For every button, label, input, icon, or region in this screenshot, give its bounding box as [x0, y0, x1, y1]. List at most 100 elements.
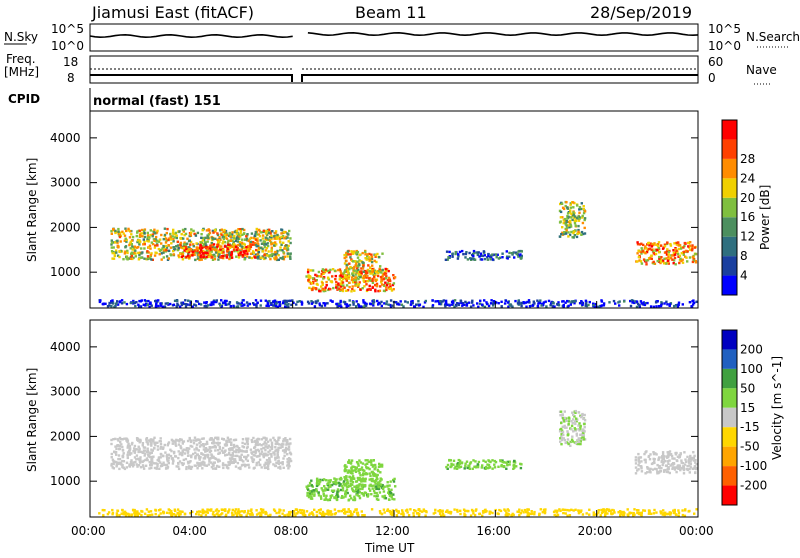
data-cell: [128, 257, 131, 260]
data-cell: [602, 509, 605, 513]
data-cell: [216, 465, 219, 468]
data-cell: [272, 241, 275, 245]
data-cell: [246, 442, 249, 446]
data-cell: [147, 238, 150, 242]
data-cell: [375, 260, 378, 264]
data-cell: [468, 301, 471, 304]
data-cell: [342, 481, 345, 484]
data-cell: [345, 264, 348, 267]
data-cell: [153, 254, 157, 257]
data-cell: [183, 513, 187, 516]
data-cell: [112, 228, 115, 231]
data-cell: [217, 255, 221, 258]
data-cell: [363, 285, 366, 288]
data-cell: [227, 510, 230, 513]
data-cell: [220, 449, 224, 452]
data-cell: [640, 460, 643, 463]
data-cell: [200, 258, 203, 261]
data-cell: [167, 244, 170, 247]
data-cell: [202, 227, 205, 231]
data-cell: [666, 259, 670, 263]
data-cell: [680, 461, 683, 464]
data-cell: [604, 510, 607, 514]
data-cell: [527, 512, 531, 515]
data-cell: [640, 262, 644, 265]
data-cell: [523, 508, 527, 512]
colorbar-segment: [722, 368, 737, 389]
data-cell: [273, 299, 277, 302]
data-cell: [231, 508, 234, 512]
data-cell: [618, 300, 621, 303]
data-cell: [246, 445, 249, 448]
data-cell: [192, 243, 195, 246]
data-cell: [517, 299, 520, 302]
data-cell: [278, 465, 282, 468]
data-cell: [209, 244, 212, 247]
data-cell: [558, 508, 561, 511]
data-cell: [562, 416, 565, 420]
data-cell: [101, 508, 104, 512]
data-cell: [536, 304, 540, 308]
data-cell: [672, 262, 675, 265]
data-cell: [619, 510, 623, 514]
data-cell: [374, 278, 377, 282]
data-cell: [285, 299, 288, 303]
data-cell: [684, 458, 687, 461]
data-cell: [307, 488, 310, 491]
data-cell: [302, 513, 305, 517]
data-cell: [271, 230, 274, 233]
data-cell: [218, 236, 221, 239]
data-cell: [390, 304, 394, 307]
data-cell: [315, 482, 319, 486]
data-cell: [240, 245, 244, 248]
data-cell: [504, 299, 508, 302]
data-cell: [640, 252, 643, 255]
data-cell: [287, 305, 290, 308]
data-cell: [269, 302, 272, 305]
data-cell: [241, 441, 244, 445]
data-cell: [271, 445, 274, 448]
data-cell: [175, 439, 179, 442]
data-cell: [412, 514, 415, 518]
data-cell: [692, 459, 696, 462]
data-cell: [143, 449, 147, 452]
data-cell: [285, 443, 288, 446]
data-cell: [170, 514, 173, 517]
data-cell: [256, 257, 260, 260]
data-cell: [639, 250, 642, 253]
data-cell: [188, 234, 191, 238]
data-cell: [325, 512, 329, 515]
data-cell: [629, 299, 632, 303]
data-cell: [210, 256, 213, 259]
data-cell: [632, 511, 635, 515]
data-cell: [313, 508, 316, 511]
data-cell: [334, 274, 337, 278]
data-cell: [357, 283, 361, 286]
data-cell: [196, 252, 199, 255]
data-cell: [495, 256, 498, 259]
data-cell: [161, 447, 165, 450]
data-cell: [570, 419, 573, 423]
data-cell: [318, 288, 321, 291]
data-cell: [175, 305, 178, 308]
data-cell: [243, 243, 246, 246]
data-cell: [688, 467, 691, 471]
data-cell: [337, 283, 340, 287]
data-cell: [471, 299, 474, 302]
data-cell: [237, 511, 241, 515]
data-cell: [113, 252, 116, 255]
data-cell: [281, 512, 284, 515]
data-cell: [177, 247, 180, 250]
data-cell: [560, 232, 563, 236]
data-cell: [659, 260, 663, 263]
data-cell: [154, 251, 157, 254]
data-cell: [222, 251, 225, 254]
data-cell: [578, 422, 581, 425]
data-cell: [220, 233, 223, 236]
data-cell: [155, 302, 158, 305]
data-cell: [657, 251, 661, 254]
data-cell: [283, 514, 286, 518]
data-cell: [204, 251, 207, 254]
data-cell: [655, 453, 658, 456]
data-cell: [313, 494, 316, 497]
